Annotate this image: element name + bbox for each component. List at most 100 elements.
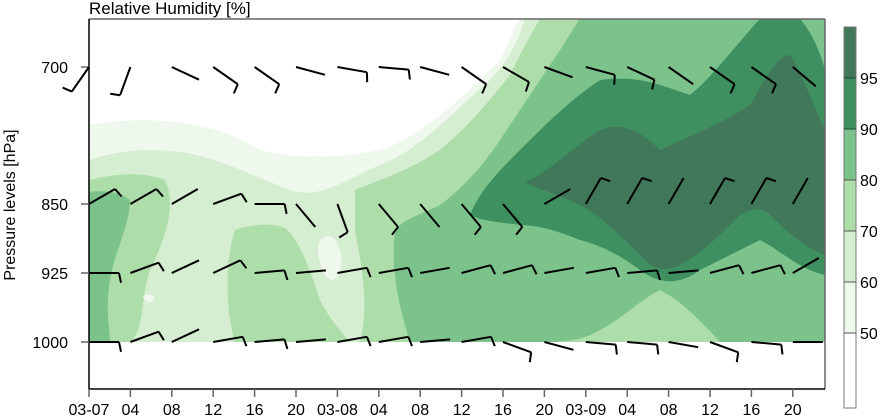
- wind-barb: [129, 188, 164, 205]
- wind-barb: [544, 341, 574, 351]
- wind-barb: [295, 338, 326, 343]
- wind-barb: [544, 266, 575, 274]
- wind-barb: [110, 66, 132, 97]
- colorbar: 95 90 80 70 60 50: [843, 26, 878, 409]
- wind-barb: [254, 338, 289, 350]
- x-tick-label: 16: [246, 402, 264, 418]
- colorbar-label: 60: [860, 275, 878, 292]
- x-tick-label: 04: [370, 402, 388, 418]
- x-tick-label: 16: [494, 402, 512, 418]
- x-tick-label: 04: [122, 402, 140, 418]
- x-axis: 03-07 04 08 12 16 20 03-08 04 08 12 16 20 03-09 04 08 1…: [69, 389, 802, 418]
- x-tick-label: 12: [204, 402, 222, 418]
- wind-barb: [420, 338, 451, 343]
- wind-barb: [792, 257, 820, 274]
- colorbar-band: [844, 231, 856, 282]
- contour-band-80: [89, 191, 130, 342]
- x-tick-label: 03-09: [565, 402, 606, 418]
- wind-barb: [460, 203, 482, 236]
- wind-barb: [171, 259, 200, 274]
- wind-barb: [89, 341, 122, 352]
- contour-band-70b: [227, 224, 350, 342]
- wind-barb: [378, 266, 413, 278]
- wind-barb: [461, 335, 496, 347]
- wind-barb: [667, 177, 685, 205]
- wind-barb: [502, 203, 524, 236]
- wind-barb: [585, 266, 620, 278]
- y-tick-925: 925: [41, 266, 68, 283]
- x-tick-label: 20: [784, 402, 802, 418]
- wind-barb: [627, 269, 661, 281]
- wind-barb: [709, 341, 740, 363]
- wind-barb: [89, 272, 122, 283]
- wind-barb: [254, 269, 289, 281]
- contour-band-95: [525, 55, 825, 270]
- wind-barb: [419, 203, 441, 228]
- wind-barb: [502, 341, 533, 363]
- wind-barb: [585, 66, 616, 85]
- wind-barb: [212, 66, 239, 94]
- wind-barb: [502, 264, 538, 275]
- wind-barbs: [62, 66, 823, 363]
- wind-barb: [337, 66, 369, 83]
- wind-barb: [171, 66, 200, 81]
- wind-barb: [584, 177, 611, 205]
- wind-barb: [751, 264, 786, 275]
- colorbar-label: 80: [860, 173, 878, 190]
- wind-barb: [461, 66, 488, 94]
- wind-barb: [792, 66, 817, 88]
- y-tick-700: 700: [41, 60, 68, 77]
- x-tick-label: 20: [287, 402, 305, 418]
- wind-barb: [295, 203, 317, 228]
- wind-barb: [337, 266, 372, 278]
- x-tick-label: 03-07: [69, 402, 110, 418]
- wind-barb: [212, 259, 248, 274]
- plot-area: [88, 18, 826, 390]
- x-tick-label: 03-08: [317, 402, 358, 418]
- wind-barb: [709, 66, 736, 94]
- wind-barb: [295, 66, 326, 76]
- wind-barb: [709, 264, 745, 275]
- wind-barb: [213, 335, 248, 347]
- colorbar-label: 70: [860, 224, 878, 241]
- wind-barb: [336, 203, 349, 239]
- wind-barb: [709, 177, 735, 205]
- y-axis-label: Pressure levels [hPa]: [2, 129, 19, 280]
- x-tick-label: 12: [701, 402, 719, 418]
- wind-barb: [461, 264, 496, 275]
- colorbar-band: [844, 27, 856, 78]
- colorbar-band: [844, 129, 856, 180]
- wind-barb: [62, 66, 90, 93]
- x-tick-label: 08: [660, 402, 678, 418]
- colorbar-band: [844, 78, 856, 129]
- wind-barb: [171, 328, 200, 343]
- colorbar-band: [844, 282, 856, 333]
- colorbar-label: 95: [860, 71, 878, 88]
- colorbar-band: [844, 333, 856, 408]
- y-tick-850: 850: [41, 197, 68, 214]
- wind-barb: [668, 269, 699, 274]
- wind-barb: [668, 66, 694, 86]
- wind-barb: [626, 66, 656, 90]
- wind-barb: [378, 335, 413, 347]
- contour-spot: [143, 294, 155, 303]
- wind-barb: [212, 192, 248, 205]
- wind-barb: [751, 341, 784, 355]
- colorbar-band: [844, 180, 856, 231]
- x-tick-label: 04: [618, 402, 636, 418]
- wind-barb: [378, 203, 399, 236]
- wind-barb: [627, 341, 660, 355]
- wind-barb: [420, 266, 450, 274]
- wind-barb: [502, 66, 530, 92]
- wind-barb: [419, 66, 450, 76]
- contour-spot-b: [317, 236, 342, 280]
- wind-barb: [791, 177, 809, 205]
- wind-barb: [337, 335, 372, 347]
- wind-barb: [254, 66, 281, 94]
- x-tick-label: 20: [536, 402, 554, 418]
- wind-barb: [544, 66, 573, 79]
- wind-barb: [378, 66, 411, 80]
- wind-barb: [750, 66, 777, 94]
- wind-barb: [543, 188, 571, 205]
